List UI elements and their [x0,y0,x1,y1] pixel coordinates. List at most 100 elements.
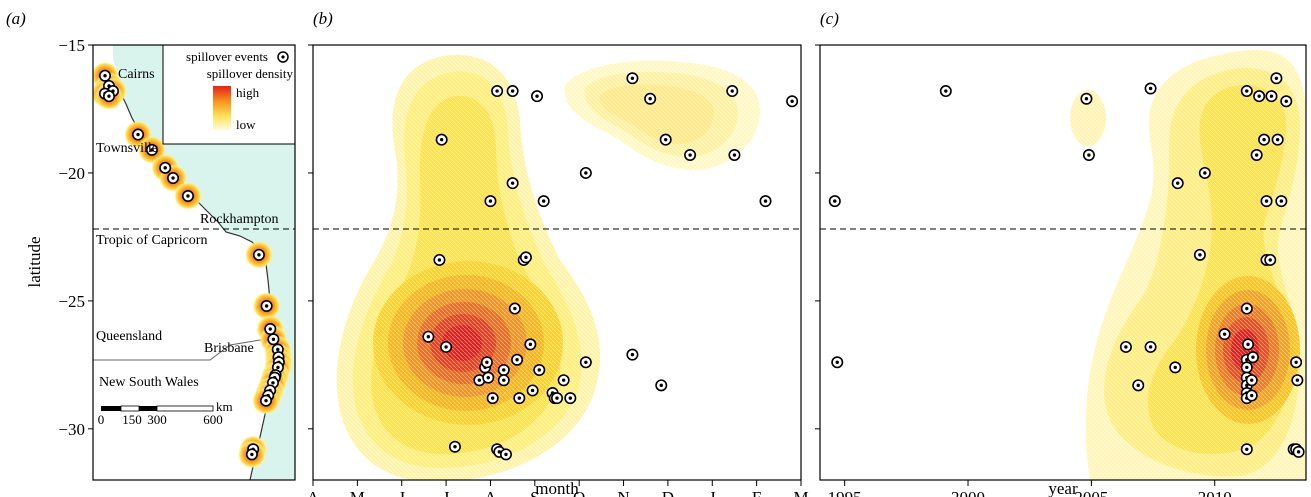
map-event-marker [264,323,277,336]
month-event-marker [537,195,550,208]
month-event-marker [655,379,668,392]
b-events [422,72,799,461]
year-event-marker [1198,166,1211,179]
b-x-ticks: AMJJASONDJFM [307,480,809,497]
b-x-axis-label: month [535,479,579,497]
x-tick-label: S [530,488,539,497]
scale-label-300: 300 [147,412,167,427]
year-event-marker [1171,177,1184,190]
c-x-axis-label: year [1048,479,1078,497]
month-event-marker [626,348,639,361]
month-event-marker [513,392,526,405]
scale-label-150: 150 [122,412,142,427]
year-event-marker [1119,340,1132,353]
x-tick-label: M [350,488,365,497]
panel-c-label: (c) [820,9,839,28]
month-event-marker [579,166,592,179]
year-event-marker [1242,338,1255,351]
month-event-marker [506,177,519,190]
month-event-marker [531,90,544,103]
label-queensland: Queensland [96,329,162,344]
legend-density-label: spillover density [207,66,294,81]
year-event-marker [1144,340,1157,353]
x-tick-label: M [793,488,808,497]
year-event-marker [1080,92,1093,105]
month-event-marker [579,356,592,369]
label-brisbane: Brisbane [204,341,254,356]
year-event-marker [1240,302,1253,315]
c-hatch [820,45,1306,480]
year-event-marker [1275,195,1288,208]
map-event-marker [260,299,273,312]
legend-events-label: spillover events [186,49,268,64]
panel-c-frame [819,44,1307,481]
map-event-marker [245,448,258,461]
year-event-marker [1290,356,1303,369]
month-event-marker [524,338,537,351]
b-y-ticks [308,44,313,430]
year-event-marker [1193,248,1206,261]
c-events [828,72,1305,458]
month-event-marker [506,85,519,98]
panel-a: (a) latitude −15 −20 −25 −30 spillover even… [6,9,296,481]
year-event-marker [1270,72,1283,85]
year-event-marker [1246,351,1259,364]
map-event-marker [181,189,194,202]
map-event-marker [167,172,180,185]
label-nsw: New South Wales [99,375,199,390]
month-event-marker [626,72,639,85]
year-event-marker [1218,328,1231,341]
scale-label-600: 600 [203,412,223,427]
month-event-marker [486,392,499,405]
c-x-ticks: 1995 2000 2005 2010 [828,480,1232,497]
month-event-marker [659,133,672,146]
a-y-ticks: −15 −20 −25 −30 [58,36,93,439]
a-events [99,69,285,461]
panel-c: (c) 1995 2000 2005 2010 year [815,9,1307,497]
year-event-marker [1258,133,1271,146]
year-event-marker [1144,82,1157,95]
x-tick-label: J [398,488,405,497]
x-tick-label: J [443,488,450,497]
panel-b-label: (b) [313,9,333,28]
y-tick-label: −30 [58,420,85,439]
year-event-marker [1250,149,1263,162]
month-event-marker [482,371,495,384]
x-tick-label: N [617,488,629,497]
y-tick-label: −20 [58,164,85,183]
month-event-marker [497,374,510,387]
scale-unit: km [216,399,233,414]
y-axis-label: latitude [25,237,44,288]
y-tick-label: −25 [58,292,85,311]
legend-color-bar [213,86,231,130]
label-rockhampton: Rockhampton [200,212,279,227]
map-event-marker [99,69,112,82]
month-event-marker [422,330,435,343]
map-event-marker [259,394,272,407]
label-tropic: Tropic of Capricorn [96,233,207,248]
year-event-marker [1253,90,1266,103]
b-hatch [313,45,801,480]
map-event-marker [145,143,158,156]
x-tick-label: 2010 [1198,488,1232,497]
label-townsville: Townsville [96,141,158,156]
year-event-marker [1240,361,1253,374]
map-event-marker [103,90,116,103]
year-event-marker [1264,253,1277,266]
label-cairns: Cairns [118,67,155,82]
scale-label-0: 0 [98,412,105,427]
x-tick-label: F [752,488,761,497]
panel-b-frame [312,44,802,481]
year-event-marker [1240,85,1253,98]
year-event-marker [939,85,952,98]
month-event-marker [564,392,577,405]
map-event-marker [252,248,265,261]
month-event-marker [519,251,532,264]
month-event-marker [557,374,570,387]
year-event-marker [1245,374,1258,387]
year-event-marker [1245,389,1258,402]
legend-event-dot [281,55,285,59]
month-event-marker [550,392,563,405]
x-tick-label: 2005 [1074,488,1108,497]
